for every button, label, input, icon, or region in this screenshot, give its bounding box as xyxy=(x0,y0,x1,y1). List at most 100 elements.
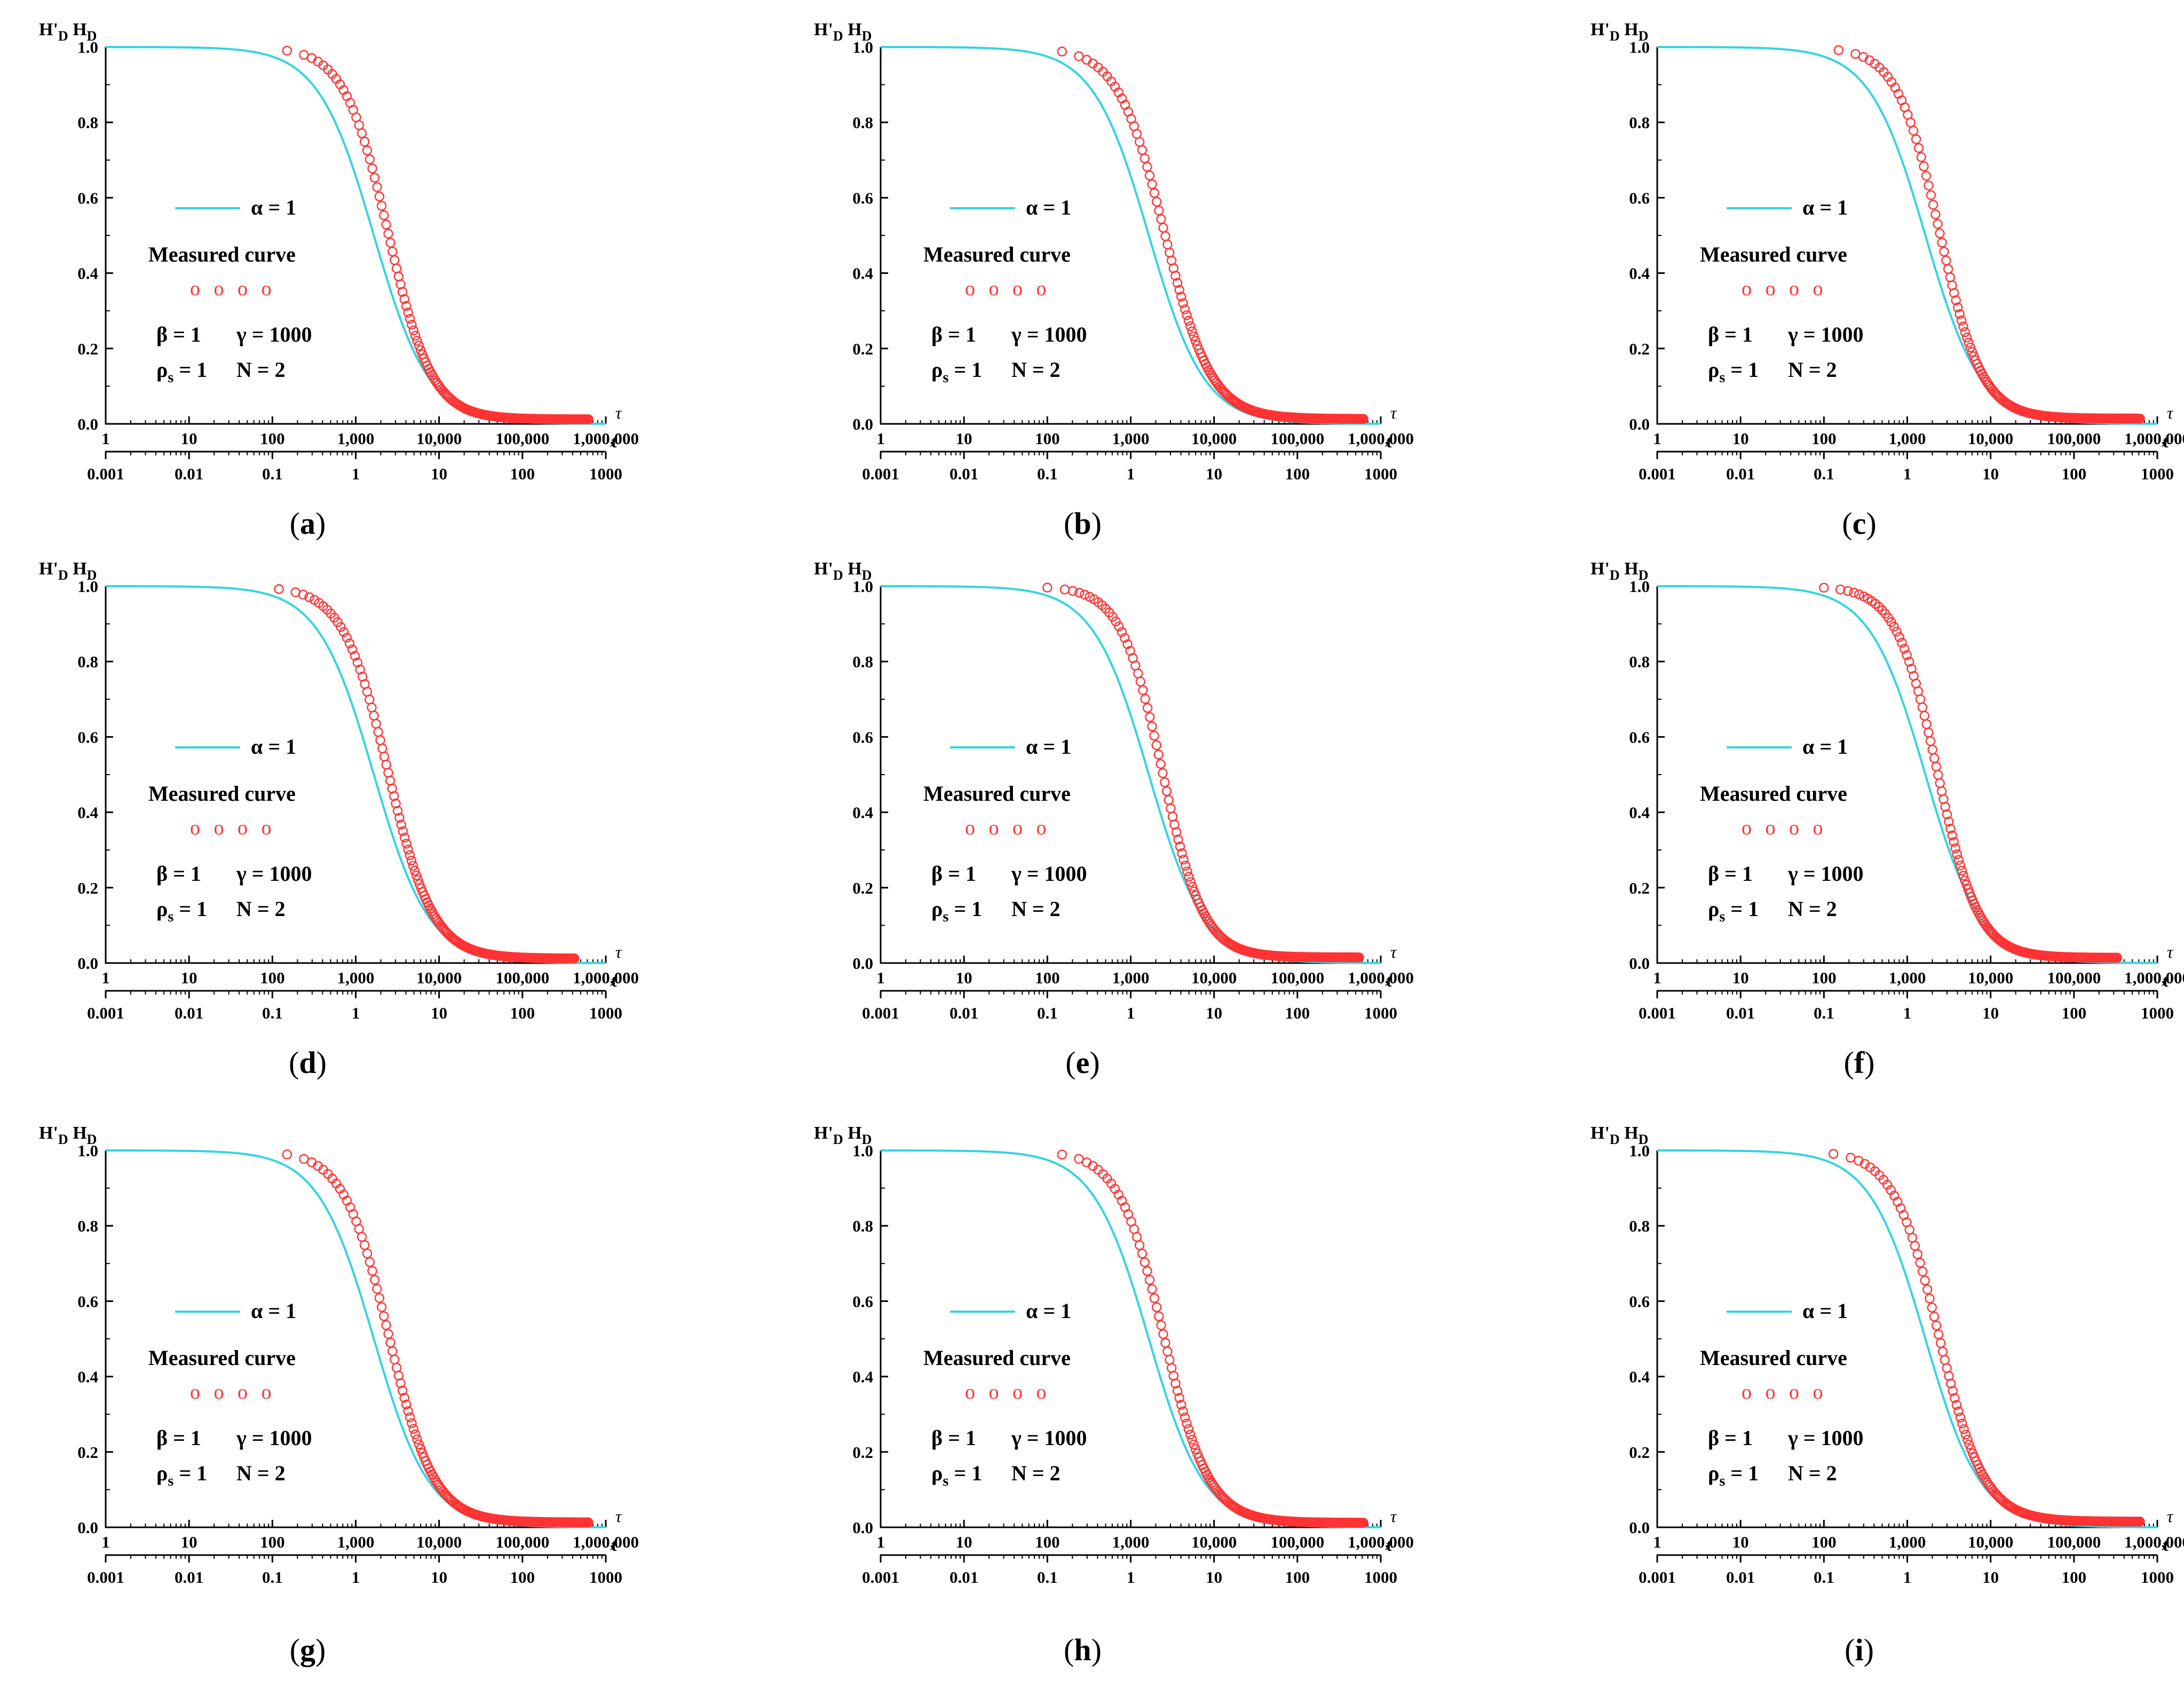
measured-point xyxy=(415,1443,426,1454)
measured-point xyxy=(1149,730,1159,741)
tau-tick-label: 10,000 xyxy=(416,1533,462,1551)
panel-g: 0.00.20.40.60.81.0H'D HD1 10 100 1,000 10,00… xyxy=(39,1123,639,1667)
measured-point xyxy=(1961,333,1972,343)
legend-param-rho-part: s xyxy=(168,1473,173,1489)
measured-point xyxy=(1151,740,1161,751)
legend-measured-label: Measured curve xyxy=(1700,782,1847,806)
panel-caption: (f) xyxy=(1844,1045,1875,1080)
panel-caption-part: ) xyxy=(315,506,326,541)
panel-caption: (d) xyxy=(289,1045,327,1080)
measured-point xyxy=(1170,271,1181,281)
panel-caption-part: ) xyxy=(315,1632,326,1667)
y-axis-title: H'D HD xyxy=(814,559,872,583)
tau-tick-label: 10 xyxy=(1732,968,1749,987)
y-axis-title: H'D HD xyxy=(1590,559,1648,583)
tau-tick-label: 1,000,000 xyxy=(2124,1533,2184,1551)
measured-point xyxy=(1960,875,1971,886)
legend-theory-label: α = 1 xyxy=(1026,195,1071,219)
t-tick-label: 0.001 xyxy=(1639,1568,1676,1587)
legend-param-rho-part: = 1 xyxy=(173,358,207,382)
legend-param-rho-part: s xyxy=(1719,1473,1725,1489)
t-tick-label: 10 xyxy=(431,1004,447,1022)
tau-tick-label: 1,000 xyxy=(337,1533,375,1551)
y-axis-title-part: H xyxy=(73,20,86,40)
y-tick-label: 0.2 xyxy=(852,879,873,897)
y-tick-label: 1.0 xyxy=(1629,577,1650,596)
measured-point xyxy=(365,695,375,705)
measured-point xyxy=(1134,137,1145,147)
panel-caption-part: b xyxy=(1074,506,1091,541)
legend-param-rho-part: ρ xyxy=(1708,1461,1719,1485)
tau-tick-label: 10,000 xyxy=(416,968,462,987)
legend-theory-label: α = 1 xyxy=(1026,735,1071,759)
measured-point xyxy=(392,806,403,816)
panel-caption: (b) xyxy=(1064,506,1102,541)
y-axis-title-part: H' xyxy=(39,20,58,40)
measured-point xyxy=(347,644,358,654)
legend-measured-marks: o o o o xyxy=(965,817,1051,839)
measured-point xyxy=(1149,188,1160,198)
measured-point xyxy=(336,622,346,632)
legend-param-rho-part: = 1 xyxy=(948,897,982,921)
legend-param-rho-part: = 1 xyxy=(1725,358,1759,382)
measured-point xyxy=(1161,786,1172,796)
t-tick-label: 0.01 xyxy=(175,464,203,483)
y-axis-title: H'D HD xyxy=(39,20,97,44)
y-tick-label: 0.0 xyxy=(77,954,98,973)
measured-point xyxy=(1955,861,1966,871)
y-tick-label: 1.0 xyxy=(77,1141,98,1160)
measured-point xyxy=(1158,1329,1168,1339)
measured-point xyxy=(354,1224,364,1234)
measured-point xyxy=(1154,206,1164,216)
tau-tick-label: 100 xyxy=(260,429,285,448)
tau-tick-label: 1,000 xyxy=(337,429,375,448)
panel-a: 0.00.20.40.60.81.0H'D HD1 10 100 1,000 10,00… xyxy=(39,20,639,541)
measured-point xyxy=(1911,134,1921,144)
measured-point xyxy=(1172,1386,1183,1396)
y-tick-label: 0.2 xyxy=(77,340,98,358)
legend-param-gamma: γ = 1000 xyxy=(1011,1426,1087,1450)
panel-caption-part: ) xyxy=(1091,1632,1102,1667)
t-tick-label: 100 xyxy=(510,1004,535,1022)
legend-theory-label: α = 1 xyxy=(251,735,296,759)
tau-axis-symbol: τ xyxy=(1390,403,1397,422)
measured-point xyxy=(1954,309,1965,319)
measured-point xyxy=(412,336,422,346)
measured-point xyxy=(373,727,383,737)
measured-point xyxy=(1929,753,1940,763)
y-axis-title-part xyxy=(68,1123,73,1143)
measured-point xyxy=(1135,676,1146,687)
measured-point xyxy=(1134,1240,1145,1250)
y-axis-title-part: H xyxy=(1624,559,1638,579)
measured-point xyxy=(372,182,382,192)
legend-param-rho: ρs = 1 xyxy=(156,897,207,925)
legend-param-beta: β = 1 xyxy=(156,862,201,886)
legend-param-rho-part: = 1 xyxy=(1725,897,1759,921)
t-tick-label: 10 xyxy=(1206,464,1222,483)
legend-measured-label: Measured curve xyxy=(148,1346,296,1370)
measured-point xyxy=(1183,315,1194,326)
measured-point xyxy=(333,617,343,627)
t-tick-label: 100 xyxy=(510,1568,535,1587)
measured-point xyxy=(344,638,355,649)
y-axis-title-part: D xyxy=(58,567,68,583)
panel-i: 0.00.20.40.60.81.0H'D HD1 10 100 1,000 10,00… xyxy=(1590,1123,2184,1667)
y-axis-title-part: H' xyxy=(1590,20,1610,40)
t-tick-label: 0.1 xyxy=(1037,464,1058,483)
panel-e: 0.00.20.40.60.81.0H'D HD1 10 100 1,000 10,00… xyxy=(814,559,1414,1080)
y-axis-title-part: D xyxy=(862,28,872,44)
measured-point xyxy=(1166,803,1176,814)
measured-point xyxy=(399,1393,409,1403)
tau-axis-symbol: τ xyxy=(2167,1506,2174,1526)
t-tick-label: 0.01 xyxy=(949,1568,978,1587)
y-tick-label: 0.6 xyxy=(1629,1292,1650,1311)
measured-point xyxy=(381,1320,391,1330)
y-tick-label: 0.0 xyxy=(1629,1518,1650,1537)
y-axis-title: H'D HD xyxy=(39,1123,97,1147)
t-tick-label: 0.01 xyxy=(1726,1568,1755,1587)
y-axis-title: H'D HD xyxy=(814,20,872,44)
legend-measured-marks: o o o o xyxy=(190,817,276,839)
measured-point xyxy=(391,1362,402,1373)
measured-point xyxy=(1067,586,1078,596)
